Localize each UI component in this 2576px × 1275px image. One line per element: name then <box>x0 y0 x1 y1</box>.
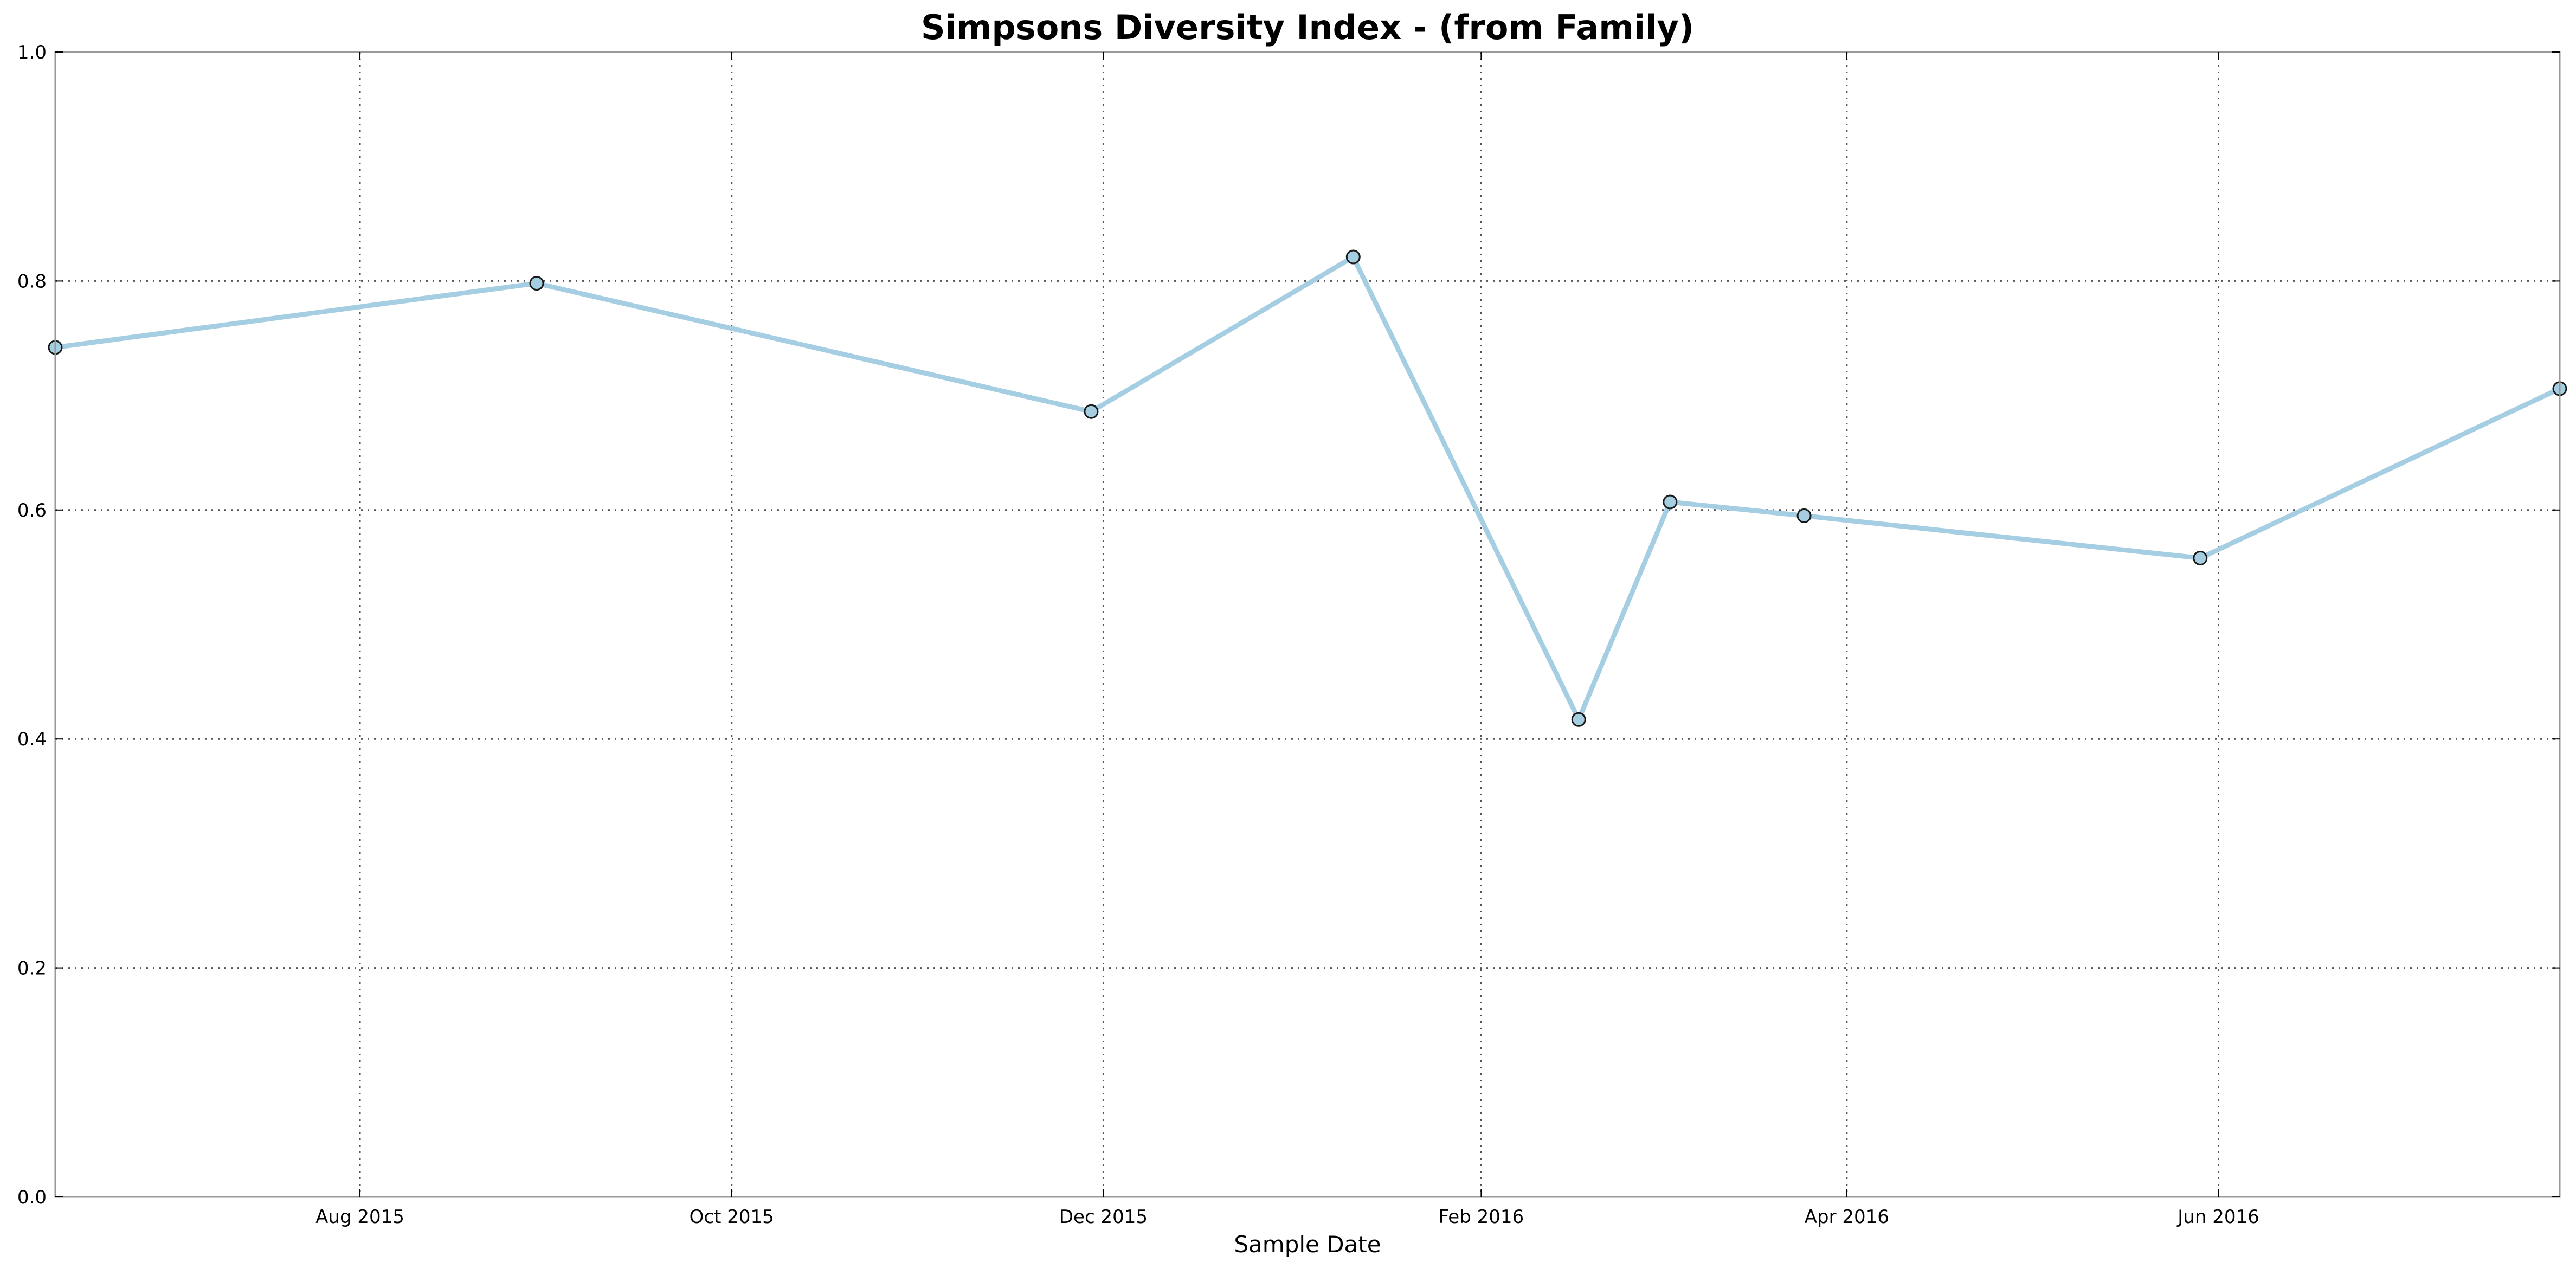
y-tick-label: 0.0 <box>17 1187 47 1208</box>
data-point <box>529 276 544 291</box>
x-tick-label: Aug 2015 <box>315 1206 404 1228</box>
plot-area <box>55 52 2560 1197</box>
data-point <box>1345 249 1361 265</box>
data-point <box>2193 551 2208 565</box>
grid-lines <box>55 52 2560 1197</box>
data-point <box>1796 508 1812 523</box>
data-point <box>1084 404 1099 419</box>
axis-ticks: 0.0 0.2 0.4 0.6 0.8 1.0 Aug 2015 Oct 2015 Dec 20… <box>17 42 2560 1228</box>
x-axis-label: Sample Date <box>1234 1231 1381 1258</box>
x-tick-label: Apr 2016 <box>1805 1206 1889 1228</box>
data-point <box>1663 494 1678 510</box>
data-point <box>1571 712 1586 727</box>
y-tick-label: 0.6 <box>17 500 47 521</box>
chart-title: Simpsons Diversity Index - (from Family) <box>921 8 1694 47</box>
data-points <box>48 249 2567 727</box>
y-tick-label: 0.8 <box>17 271 47 292</box>
plot-frame <box>54 51 2561 1198</box>
x-tick-label: Oct 2015 <box>690 1206 774 1228</box>
x-tick-label: Feb 2016 <box>1439 1206 1524 1228</box>
y-tick-label: 0.2 <box>17 958 47 980</box>
x-tick-label: Dec 2015 <box>1059 1206 1148 1228</box>
y-tick-label: 0.4 <box>17 729 47 750</box>
y-tick-label: 1.0 <box>17 42 47 63</box>
x-tick-label: Jun 2016 <box>2176 1206 2259 1228</box>
